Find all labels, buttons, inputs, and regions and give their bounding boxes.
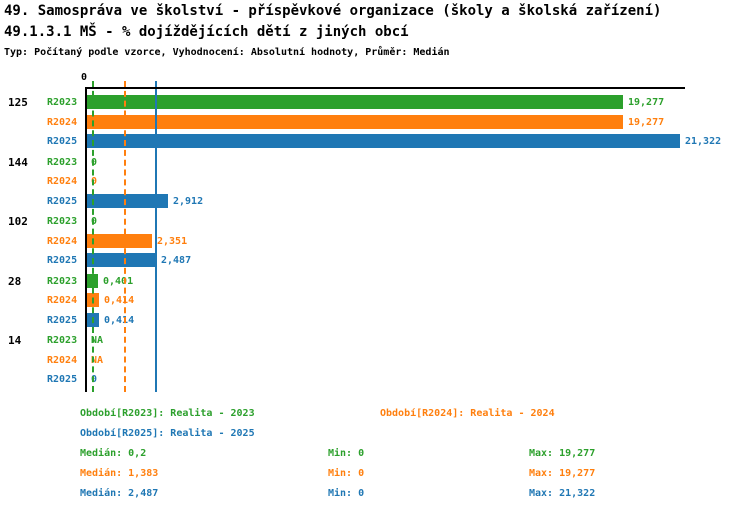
row-label-r2024: R2024 — [47, 354, 78, 366]
bar-r2024 — [87, 114, 623, 129]
chart-footer: Období[R2023]: Realita - 2023 Období[R202… — [0, 400, 750, 512]
chart-top-border — [85, 87, 685, 89]
bar-chart: 0 125 R2023 19,277 R2024 19,277 R2025 21,322 144… — [8, 72, 722, 392]
bar-value-label: 2,912 — [173, 195, 204, 207]
bar-value-label: 2,351 — [157, 235, 188, 247]
row-label-r2023: R2023 — [47, 156, 78, 168]
stat-max-r2023: Max: 19,277 — [529, 448, 596, 459]
bar-value-label: NA — [91, 335, 104, 346]
row-label-r2023: R2023 — [47, 216, 78, 227]
stat-min-r2025: Min: 0 — [328, 488, 365, 499]
group-label: 125 — [8, 96, 28, 109]
bar-value-label: 0 — [91, 216, 98, 227]
row-label-r2023: R2023 — [47, 97, 78, 108]
stat-max-r2024: Max: 19,277 — [529, 468, 596, 479]
stat-median-r2024: Medián: 1,383 — [80, 468, 159, 479]
stat-max-r2025: Max: 21,322 — [529, 488, 596, 499]
report-title: 49. Samospráva ve školství - příspěvkové… — [4, 3, 662, 19]
stat-min-r2024: Min: 0 — [328, 468, 365, 479]
y-axis — [85, 87, 87, 392]
row-label-r2024: R2024 — [47, 295, 78, 306]
bar-value-label: 0 — [91, 176, 98, 187]
legend-item-r2024: Období[R2024]: Realita - 2024 — [380, 408, 555, 419]
row-label-r2024: R2024 — [47, 116, 78, 128]
row-label-r2025: R2025 — [47, 314, 78, 326]
bar-value-label: NA — [91, 354, 104, 366]
bar-r2025 — [87, 193, 168, 208]
group-label: 28 — [8, 274, 22, 288]
legend-item-r2023: Období[R2023]: Realita - 2023 — [80, 408, 255, 419]
bar-value-label: 0 — [91, 374, 98, 385]
bar-value-label: 0,414 — [104, 295, 135, 306]
row-label-r2025: R2025 — [47, 136, 78, 147]
group-label: 14 — [8, 334, 22, 347]
group-label: 144 — [8, 155, 28, 169]
row-label-r2023: R2023 — [47, 335, 78, 346]
report-subtitle: 49.1.3.1 MŠ - % dojíždějících dětí z jin… — [4, 24, 409, 40]
row-label-r2024: R2024 — [47, 235, 78, 247]
bar-value-label: 0,401 — [103, 275, 134, 287]
row-label-r2025: R2025 — [47, 195, 78, 207]
bar-r2023 — [87, 95, 623, 109]
bar-r2024 — [87, 233, 152, 248]
report-meta: Typ: Počítaný podle vzorce, Vyhodnocení:… — [4, 47, 450, 58]
row-label-r2025: R2025 — [47, 374, 78, 385]
median-line-r2023 — [92, 81, 94, 392]
stat-median-r2023: Medián: 0,2 — [80, 448, 147, 459]
legend-item-r2025: Období[R2025]: Realita - 2025 — [80, 428, 255, 439]
axis-origin-label: 0 — [81, 72, 88, 83]
bar-r2025 — [87, 253, 156, 267]
bar-value-label: 0,414 — [104, 314, 135, 326]
median-line-r2025 — [155, 81, 157, 392]
bar-value-label: 0 — [91, 156, 98, 168]
bar-value-label: 19,277 — [628, 116, 665, 128]
stat-median-r2025: Medián: 2,487 — [80, 488, 159, 499]
row-label-r2023: R2023 — [47, 275, 78, 287]
median-line-r2024 — [124, 81, 126, 392]
bar-value-label: 19,277 — [628, 97, 665, 108]
row-label-r2025: R2025 — [47, 255, 78, 266]
bar-value-label: 21,322 — [685, 136, 722, 147]
row-label-r2024: R2024 — [47, 176, 78, 187]
group-label: 102 — [8, 215, 28, 228]
bar-value-label: 2,487 — [161, 255, 192, 266]
bar-r2025 — [87, 134, 680, 148]
stat-min-r2023: Min: 0 — [328, 448, 365, 459]
